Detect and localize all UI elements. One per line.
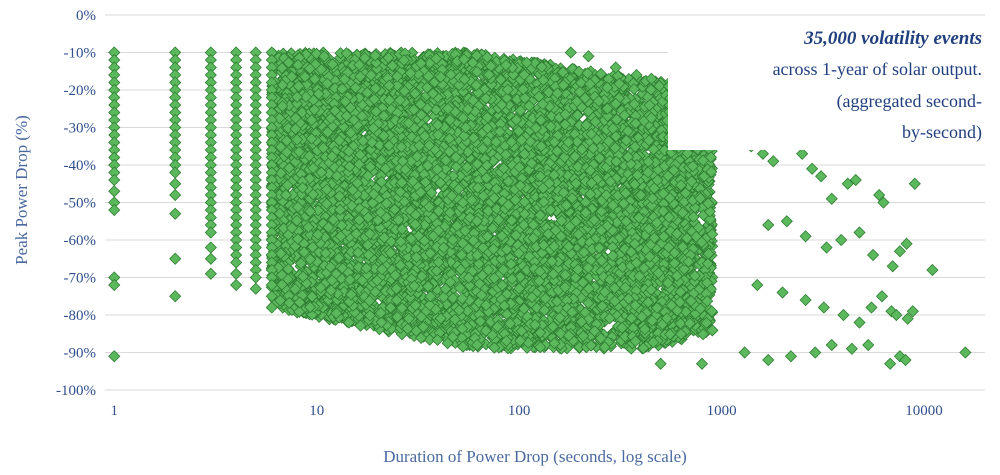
data-points — [108, 46, 972, 370]
